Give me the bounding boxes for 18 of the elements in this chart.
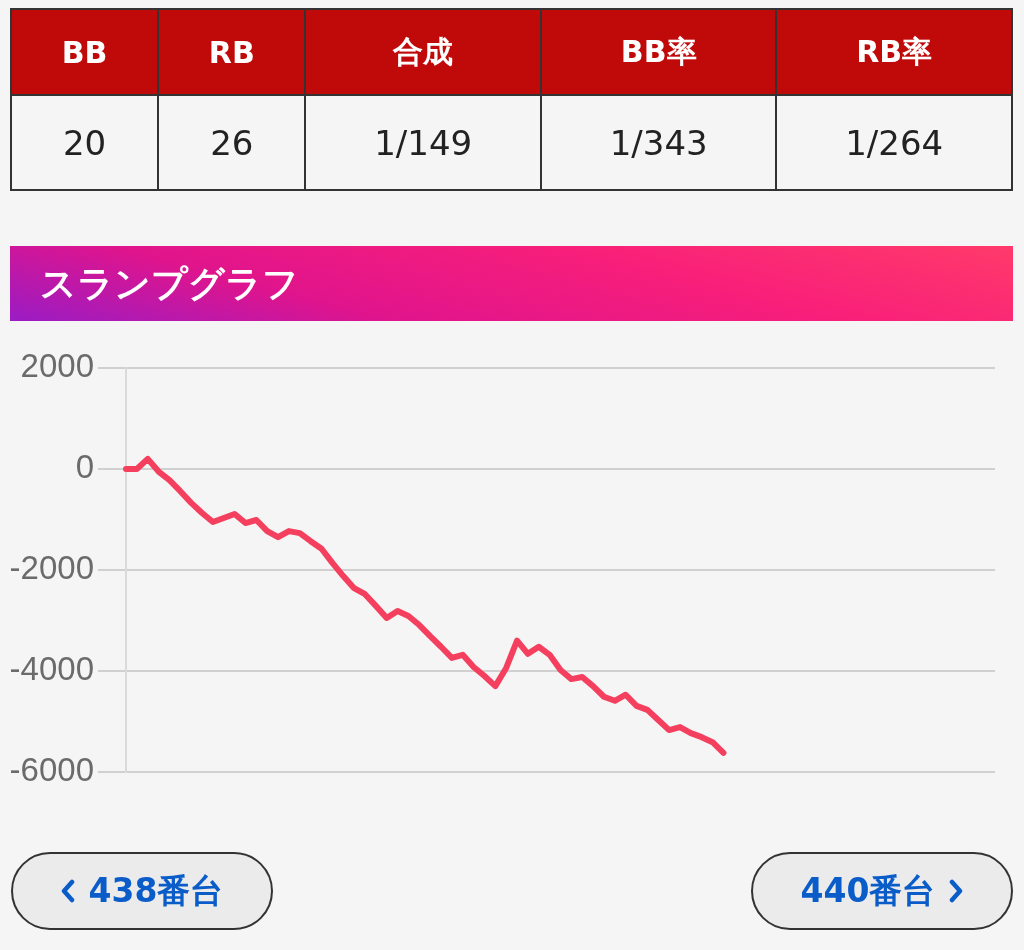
text: 1/343 xyxy=(540,95,777,190)
y-tick-label: 2000 xyxy=(20,347,94,385)
category-label: BB率 xyxy=(540,9,777,95)
y-tick-label: -4000 xyxy=(9,650,94,688)
chart-title: スランプグラフ xyxy=(40,261,299,305)
y-tick-label: 0 xyxy=(75,448,94,486)
category-label: BB xyxy=(11,9,159,95)
category-label: 合成 xyxy=(305,9,541,95)
category-label: RB率 xyxy=(776,9,1012,95)
y-tick-label: -2000 xyxy=(9,549,94,587)
text: 20 xyxy=(11,95,159,190)
pill-button[interactable]: 440番台 xyxy=(751,852,1013,930)
text: 1/264 xyxy=(776,95,1012,190)
text: 26 xyxy=(158,95,306,190)
pill-button[interactable]: 438番台 xyxy=(11,852,273,930)
text: 1/149 xyxy=(305,95,541,190)
category-label: RB xyxy=(158,9,306,95)
y-tick-label: -6000 xyxy=(9,751,94,789)
